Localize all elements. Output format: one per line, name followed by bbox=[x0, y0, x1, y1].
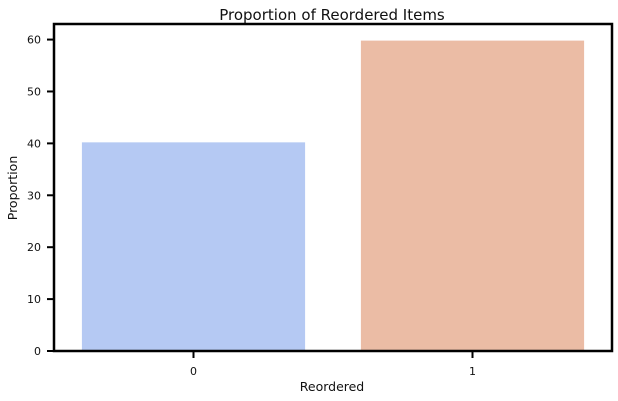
x-tick-label: 1 bbox=[469, 365, 476, 378]
bar-1 bbox=[360, 40, 585, 351]
x-tick-label: 0 bbox=[190, 365, 197, 378]
y-axis: 0 10 20 30 40 50 60 bbox=[27, 34, 54, 358]
y-tick-label: 20 bbox=[27, 241, 41, 254]
y-tick-label: 30 bbox=[27, 189, 41, 202]
y-tick-label: 10 bbox=[27, 293, 41, 306]
y-tick-label: 50 bbox=[27, 85, 41, 98]
y-tick-label: 0 bbox=[34, 345, 41, 358]
y-axis-label: Proportion bbox=[5, 156, 20, 221]
bar-0 bbox=[81, 142, 306, 351]
y-tick-label: 60 bbox=[27, 34, 41, 47]
x-axis-label: Reordered bbox=[300, 379, 365, 394]
bars-group bbox=[81, 40, 585, 351]
plot-frame bbox=[52, 22, 614, 353]
y-tick-label: 40 bbox=[27, 137, 41, 150]
chart-title: Proportion of Reordered Items bbox=[219, 6, 445, 24]
